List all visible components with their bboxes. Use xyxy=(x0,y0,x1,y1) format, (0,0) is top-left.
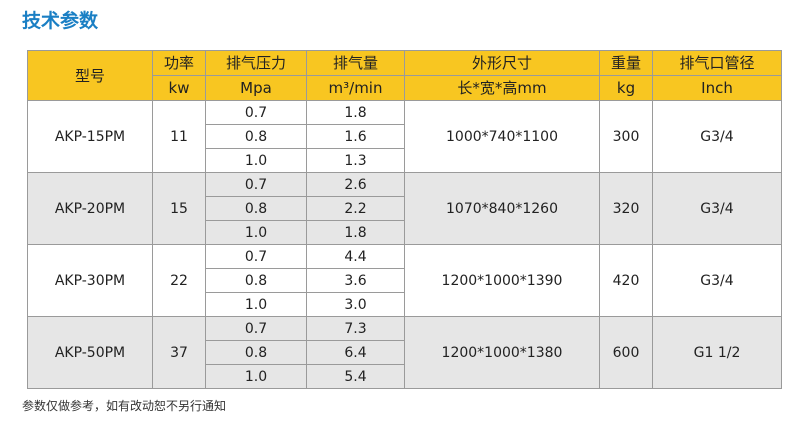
column-unit: Inch xyxy=(652,75,782,101)
column-header: 排气压力 xyxy=(205,50,307,76)
table-row: 0.8 1.6 xyxy=(28,124,782,149)
flow-cell: 6.4 xyxy=(306,340,405,365)
model-cell: AKP-50PM xyxy=(27,316,153,389)
pressure-cell: 1.0 xyxy=(205,364,307,389)
table-row: AKP-50PM 37 0.7 7.3 1200*1000*1380 600 G1 1/2 xyxy=(27,316,782,389)
flow-cell: 2.2 xyxy=(306,196,405,221)
pressure-cell: 0.7 xyxy=(205,244,307,269)
column-header: 排气口管径 xyxy=(652,50,782,76)
size-cell: 1070*840*1260 xyxy=(404,172,600,245)
column-header: 重量 xyxy=(599,50,653,76)
flow-cell: 2.6 xyxy=(306,172,405,197)
table-row: AKP-15PM 11 0.7 1.8 1000*740*1100 300 G3/4 xyxy=(27,100,782,173)
table-row: 0.8 6.4 xyxy=(28,340,782,365)
table-row: AKP-30PM 22 0.7 4.4 1200*1000*1390 420 G3/4 xyxy=(27,244,782,317)
port-cell: G1 1/2 xyxy=(652,316,782,389)
pressure-cell: 1.0 xyxy=(205,292,307,317)
power-cell: 22 xyxy=(152,244,206,317)
column-unit: 长*宽*高mm xyxy=(404,75,600,101)
port-cell: G3/4 xyxy=(652,244,782,317)
flow-cell: 3.0 xyxy=(306,292,405,317)
size-cell: 1200*1000*1380 xyxy=(404,316,600,389)
pressure-cell: 1.0 xyxy=(205,148,307,173)
model-cell: AKP-20PM xyxy=(27,172,153,245)
pressure-cell: 1.0 xyxy=(205,220,307,245)
column-header: 功率 xyxy=(152,50,206,76)
port-cell: G3/4 xyxy=(652,100,782,173)
pressure-cell: 0.8 xyxy=(205,196,307,221)
power-cell: 11 xyxy=(152,100,206,173)
table-row: 0.8 3.6 xyxy=(28,268,782,293)
flow-cell: 4.4 xyxy=(306,244,405,269)
power-cell: 37 xyxy=(152,316,206,389)
pressure-cell: 0.7 xyxy=(205,172,307,197)
flow-cell: 5.4 xyxy=(306,364,405,389)
flow-cell: 1.6 xyxy=(306,124,405,149)
pressure-cell: 0.7 xyxy=(205,316,307,341)
table-row: AKP-20PM 15 0.7 2.6 1070*840*1260 320 G3/4 xyxy=(27,172,782,245)
pressure-cell: 0.8 xyxy=(205,268,307,293)
column-unit: kw xyxy=(152,75,206,101)
port-cell: G3/4 xyxy=(652,172,782,245)
model-cell: AKP-15PM xyxy=(27,100,153,173)
power-cell: 15 xyxy=(152,172,206,245)
weight-cell: 420 xyxy=(599,244,653,317)
column-unit: kg xyxy=(599,75,653,101)
pressure-cell: 0.8 xyxy=(205,124,307,149)
spec-table: 型号 功率 排气压力 排气量 外形尺寸 重量 排气口管径 kw Mpa m³/min 长*宽*高mm… xyxy=(27,50,782,389)
table-row: 1.0 1.3 xyxy=(28,148,782,173)
column-unit: Mpa xyxy=(205,75,307,101)
table-row: 1.0 3.0 xyxy=(28,292,782,317)
pressure-cell: 0.7 xyxy=(205,100,307,125)
flow-cell: 1.3 xyxy=(306,148,405,173)
weight-cell: 600 xyxy=(599,316,653,389)
table-row: 0.8 2.2 xyxy=(28,196,782,221)
column-unit: m³/min xyxy=(306,75,405,101)
section-title: 技术参数 xyxy=(22,10,99,32)
table-row: 1.0 1.8 xyxy=(28,220,782,245)
flow-cell: 3.6 xyxy=(306,268,405,293)
column-header: 排气量 xyxy=(306,50,405,76)
table-row: 1.0 5.4 xyxy=(28,364,782,389)
weight-cell: 300 xyxy=(599,100,653,173)
table-row: kw Mpa m³/min 长*宽*高mm kg Inch xyxy=(28,75,782,101)
footnote: 参数仅做参考，如有改动恕不另行通知 xyxy=(22,399,227,413)
column-header: 外形尺寸 xyxy=(404,50,600,76)
table-row: 型号 功率 排气压力 排气量 外形尺寸 重量 排气口管径 xyxy=(27,50,782,101)
pressure-cell: 0.8 xyxy=(205,340,307,365)
flow-cell: 1.8 xyxy=(306,100,405,125)
weight-cell: 320 xyxy=(599,172,653,245)
flow-cell: 7.3 xyxy=(306,316,405,341)
size-cell: 1200*1000*1390 xyxy=(404,244,600,317)
flow-cell: 1.8 xyxy=(306,220,405,245)
column-header: 型号 xyxy=(27,50,153,101)
size-cell: 1000*740*1100 xyxy=(404,100,600,173)
model-cell: AKP-30PM xyxy=(27,244,153,317)
